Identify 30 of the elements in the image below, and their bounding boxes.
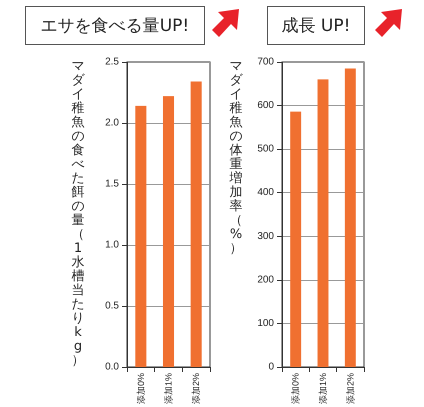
text: マダイ稚魚の体重増加率（%）: [230, 59, 242, 256]
x-tick-label: 添加2%: [191, 372, 202, 404]
bar: [190, 82, 202, 367]
x-tick-label: 添加0%: [136, 372, 146, 404]
x-tick-label: 添加0%: [290, 372, 301, 404]
bar: [318, 79, 328, 367]
bar: [162, 96, 174, 367]
chart-title: 成長 UP!: [267, 6, 365, 45]
y-tick-label: 600: [257, 100, 274, 112]
y-tick-label: 300: [257, 230, 274, 242]
y-tick-label: 700: [257, 56, 274, 68]
y-tick-label: 400: [257, 187, 274, 198]
text: マダイ稚魚の食べた餌の量（1水槽当たりkg）: [72, 59, 84, 368]
bar: [290, 112, 302, 367]
y-tick-label: 0: [268, 361, 274, 372]
bar: [135, 106, 146, 367]
y-tick-label: 0.5: [105, 300, 120, 312]
chart-title: エサを食べる量UP!: [25, 6, 205, 45]
x-tick-label: 添加1%: [164, 372, 174, 404]
y-tick-label: 200: [257, 274, 274, 286]
y-tick-label: 0.0: [105, 361, 120, 372]
y-tick-label: 500: [257, 144, 274, 155]
y-tick-label: 2.0: [105, 118, 120, 128]
y-tick-label: 100: [257, 318, 274, 329]
y-tick-label: 1.5: [105, 178, 120, 190]
y-tick-label: 2.5: [105, 56, 120, 68]
y-tick-label: 1.0: [105, 239, 120, 250]
bar: [344, 68, 356, 367]
x-tick-label: 添加2%: [345, 372, 356, 404]
x-tick-label: 添加1%: [318, 372, 328, 404]
